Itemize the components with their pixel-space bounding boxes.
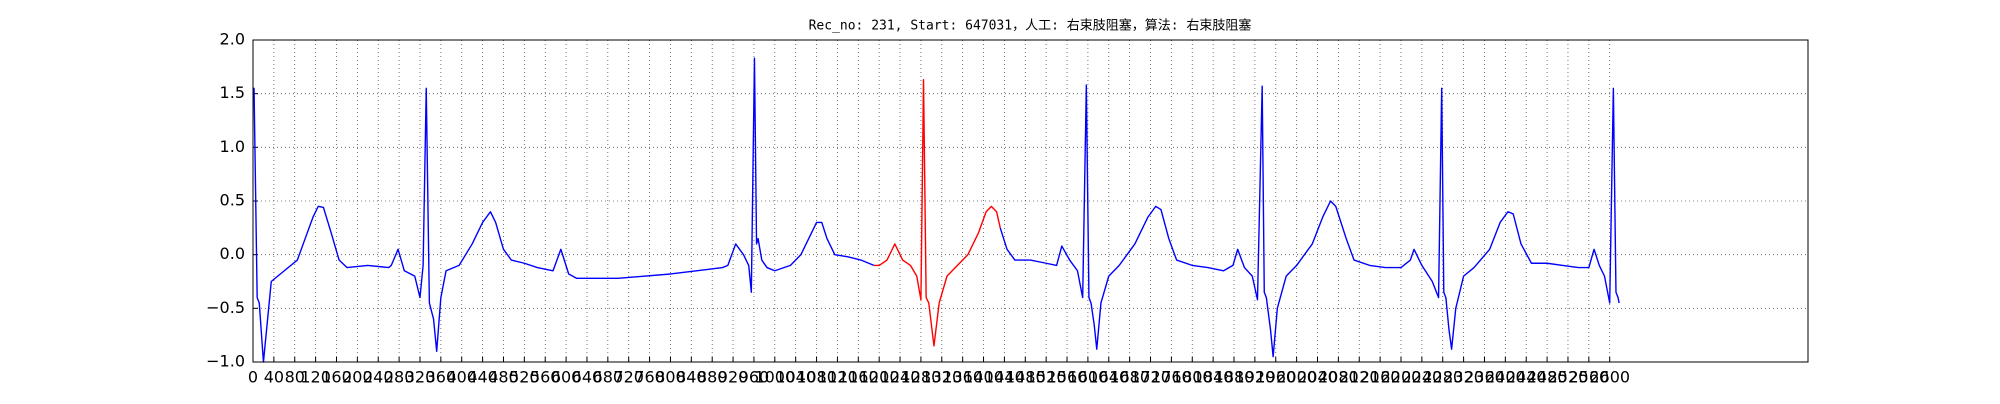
x-tick-label: 920 — [718, 368, 749, 387]
x-tick-label: 840 — [676, 368, 707, 387]
x-tick-label: 2560 — [1568, 368, 1609, 387]
x-tick-label: 1000 — [754, 368, 795, 387]
x-tick-label: 2120 — [1339, 368, 1380, 387]
x-tick-label: 280 — [384, 368, 415, 387]
x-tick-label: 320 — [405, 368, 436, 387]
x-tick-label: 2440 — [1506, 368, 1547, 387]
x-tick-label: 1600 — [1068, 368, 1109, 387]
x-tick-label: 440 — [467, 368, 498, 387]
x-tick-label: 1400 — [963, 368, 1004, 387]
x-tick-label: 2160 — [1360, 368, 1401, 387]
x-tick-label: 1800 — [1172, 368, 1213, 387]
x-tick-label: 1320 — [921, 368, 962, 387]
y-tick-label: 1.5 — [220, 83, 245, 102]
x-tick-label: 1840 — [1193, 368, 1234, 387]
x-tick-label: 1720 — [1130, 368, 1171, 387]
x-tick-label: 720 — [613, 368, 644, 387]
x-tick-label: 1480 — [1005, 368, 1046, 387]
x-tick-label: 880 — [697, 368, 728, 387]
x-tick-label: 2600 — [1589, 368, 1630, 387]
y-tick-label: −0.5 — [206, 298, 245, 317]
x-tick-label: 120 — [300, 368, 331, 387]
x-tick-label: 1880 — [1214, 368, 1255, 387]
x-tick-label: 1040 — [775, 368, 816, 387]
x-tick-label: 1760 — [1151, 368, 1192, 387]
x-tick-label: 2080 — [1318, 368, 1359, 387]
x-tick-label: 1200 — [859, 368, 900, 387]
x-tick-label: 2360 — [1464, 368, 1505, 387]
x-tick-label: 240 — [363, 368, 394, 387]
y-tick-label: 0.5 — [220, 191, 245, 210]
x-tick-label: 1960 — [1255, 368, 1296, 387]
x-tick-label: 1640 — [1088, 368, 1129, 387]
x-tick-label: 600 — [551, 368, 582, 387]
x-tick-label: 2480 — [1527, 368, 1568, 387]
x-tick-label: 40 — [264, 368, 284, 387]
x-tick-label: 2280 — [1422, 368, 1463, 387]
x-tick-label: 1160 — [838, 368, 879, 387]
x-tick-label: 1240 — [880, 368, 921, 387]
x-tick-label: 1120 — [817, 368, 858, 387]
x-tick-label: 760 — [634, 368, 665, 387]
x-tick-label: 0 — [248, 368, 258, 387]
x-tick-label: 2000 — [1276, 368, 1317, 387]
x-tick-label: 160 — [321, 368, 352, 387]
x-tick-label: 2040 — [1297, 368, 1338, 387]
series-line — [873, 79, 1001, 347]
x-tick-label: 200 — [342, 368, 373, 387]
x-tick-label: 1440 — [984, 368, 1025, 387]
x-tick-label: 680 — [593, 368, 624, 387]
x-tick-label: 960 — [739, 368, 770, 387]
x-tick-label: 1520 — [1026, 368, 1067, 387]
x-tick-label: 1080 — [796, 368, 837, 387]
y-tick-label: 2.0 — [220, 30, 245, 49]
x-tick-label: 360 — [426, 368, 457, 387]
x-tick-label: 1680 — [1109, 368, 1150, 387]
x-tick-label: 1360 — [942, 368, 983, 387]
plot-frame — [252, 39, 1809, 363]
chart-title: Rec_no: 231, Start: 647031，人工: 右束肢阻塞，算法:… — [809, 18, 1252, 34]
y-tick-label: −1.0 — [206, 352, 245, 371]
x-tick-label: 2320 — [1443, 368, 1484, 387]
y-tick-label: 0.0 — [220, 244, 245, 263]
x-tick-label: 400 — [446, 368, 477, 387]
x-tick-label: 480 — [488, 368, 519, 387]
x-tick-label: 80 — [285, 368, 305, 387]
y-tick-label: 1.0 — [220, 137, 245, 156]
x-tick-label: 2240 — [1401, 368, 1442, 387]
x-tick-label: 640 — [572, 368, 603, 387]
x-tick-label: 2520 — [1548, 368, 1589, 387]
x-tick-label: 1280 — [901, 368, 942, 387]
x-tick-label: 560 — [530, 368, 561, 387]
x-tick-label: 800 — [655, 368, 686, 387]
x-tick-label: 1920 — [1235, 368, 1276, 387]
x-tick-label: 2200 — [1381, 368, 1422, 387]
x-tick-label: 520 — [509, 368, 540, 387]
series-line — [252, 57, 1620, 363]
x-tick-label: 2400 — [1485, 368, 1526, 387]
x-tick-label: 1560 — [1047, 368, 1088, 387]
